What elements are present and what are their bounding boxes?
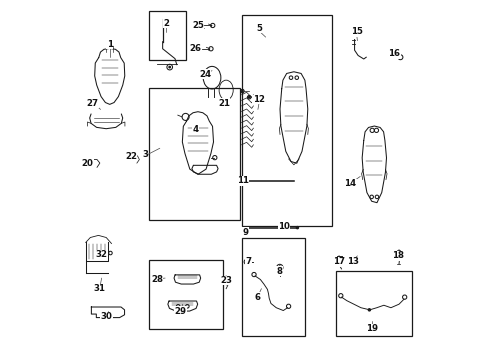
Text: 17: 17	[332, 257, 345, 266]
Text: 4: 4	[192, 125, 199, 134]
Text: 1: 1	[106, 40, 113, 49]
Text: 11: 11	[236, 176, 248, 185]
Bar	[148, 11, 186, 60]
Circle shape	[296, 226, 298, 229]
Text: 28: 28	[151, 275, 163, 284]
Bar	[148, 87, 240, 220]
Text: 24: 24	[199, 70, 211, 79]
Bar	[335, 271, 411, 336]
Text: 22: 22	[124, 152, 137, 161]
Text: 30: 30	[100, 312, 112, 321]
Text: 8: 8	[276, 266, 282, 275]
Text: 18: 18	[391, 251, 403, 260]
Circle shape	[367, 309, 370, 311]
Circle shape	[169, 66, 170, 68]
Text: 6: 6	[254, 293, 260, 302]
Circle shape	[248, 96, 249, 98]
Text: 3: 3	[142, 150, 148, 159]
Text: 5: 5	[256, 24, 262, 33]
Text: 14: 14	[344, 179, 356, 188]
Text: 15: 15	[350, 27, 362, 36]
Bar	[241, 238, 305, 336]
Text: 16: 16	[387, 49, 400, 58]
Text: 10: 10	[278, 222, 289, 231]
Text: 32: 32	[96, 250, 107, 259]
Text: 26: 26	[189, 44, 202, 53]
Bar	[148, 260, 222, 329]
Text: 9: 9	[242, 228, 248, 237]
Bar	[241, 15, 331, 226]
Text: 23: 23	[220, 276, 232, 285]
Text: 20: 20	[81, 158, 93, 167]
Text: 13: 13	[346, 257, 358, 266]
Text: 12: 12	[252, 95, 264, 104]
Text: 27: 27	[86, 99, 98, 108]
Text: 25: 25	[192, 21, 203, 30]
Text: 31: 31	[93, 284, 105, 293]
Circle shape	[241, 90, 243, 92]
Text: 19: 19	[366, 324, 377, 333]
Text: 21: 21	[218, 99, 229, 108]
Text: 7: 7	[244, 257, 250, 266]
Text: 2: 2	[163, 18, 169, 27]
Text: 29: 29	[174, 307, 186, 316]
